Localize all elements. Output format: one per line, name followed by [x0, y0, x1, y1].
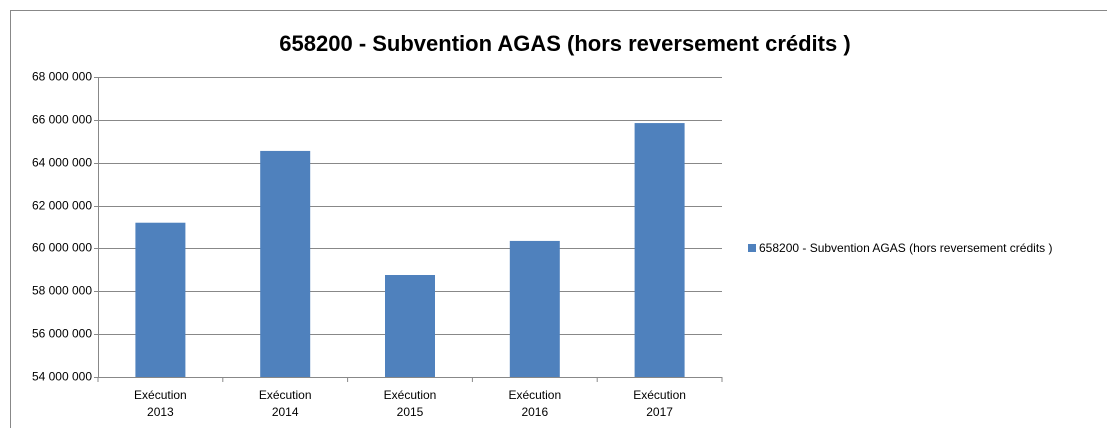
bar — [260, 150, 311, 377]
y-tick-label: 58 000 000 — [32, 284, 92, 298]
x-tick-label: Exécution 2014 — [258, 388, 312, 419]
y-tick-label: 68 000 000 — [32, 70, 92, 84]
legend-label: 658200 - Subvention AGAS (hors reverseme… — [759, 241, 1052, 255]
y-tick-label: 60 000 000 — [32, 241, 92, 255]
y-tick-label: 56 000 000 — [32, 327, 92, 341]
bar — [385, 275, 435, 377]
bar — [509, 240, 560, 377]
bar — [634, 123, 685, 377]
legend-swatch — [748, 244, 756, 252]
chart-title: 658200 - Subvention AGAS (hors reverseme… — [279, 31, 850, 56]
y-tick-label: 62 000 000 — [32, 199, 92, 213]
y-tick-label: 66 000 000 — [32, 113, 92, 127]
x-tick-label: Exécution 2017 — [633, 388, 686, 419]
x-tick-label: Exécution 2015 — [383, 388, 437, 419]
x-tick-label: Exécution 2016 — [508, 388, 562, 419]
y-tick-label: 64 000 000 — [32, 156, 92, 170]
x-tick-label: Exécution 2013 — [134, 388, 187, 419]
bar — [135, 222, 186, 377]
chart-frame — [10, 10, 1107, 428]
y-tick-label: 54 000 000 — [32, 370, 92, 384]
